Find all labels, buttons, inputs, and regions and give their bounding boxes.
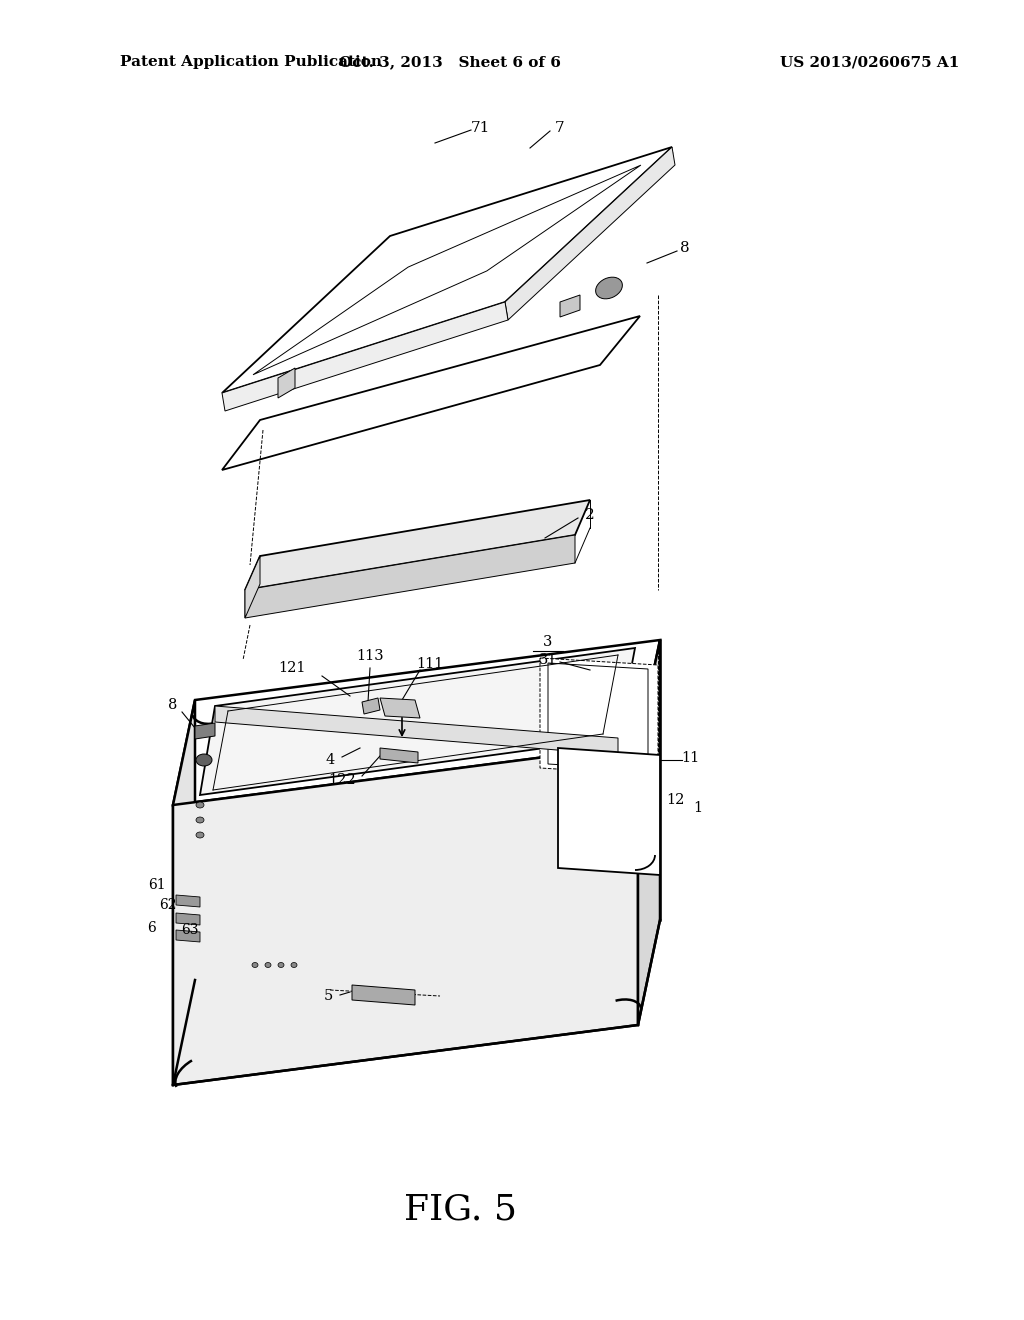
Text: 12: 12 (666, 793, 684, 807)
Polygon shape (222, 315, 640, 470)
Text: 1: 1 (693, 801, 702, 814)
Text: 111: 111 (417, 657, 443, 671)
Text: 8: 8 (168, 698, 178, 711)
Text: 122: 122 (328, 774, 355, 787)
Text: US 2013/0260675 A1: US 2013/0260675 A1 (780, 55, 959, 69)
Polygon shape (222, 302, 508, 411)
Polygon shape (195, 723, 215, 739)
Polygon shape (638, 640, 660, 1026)
Text: 8: 8 (680, 242, 690, 255)
Text: Oct. 3, 2013   Sheet 6 of 6: Oct. 3, 2013 Sheet 6 of 6 (339, 55, 561, 69)
Text: 62: 62 (160, 898, 177, 912)
Text: 61: 61 (148, 878, 166, 892)
Polygon shape (173, 640, 660, 805)
Polygon shape (176, 931, 200, 942)
Polygon shape (558, 748, 660, 875)
Polygon shape (222, 147, 672, 393)
Polygon shape (505, 147, 675, 319)
Polygon shape (380, 698, 420, 718)
Text: 4: 4 (326, 752, 335, 767)
Text: FIG. 5: FIG. 5 (403, 1193, 516, 1228)
Ellipse shape (196, 817, 204, 822)
Ellipse shape (265, 962, 271, 968)
Ellipse shape (252, 962, 258, 968)
Polygon shape (380, 748, 418, 763)
Polygon shape (560, 294, 580, 317)
Text: 3: 3 (544, 635, 553, 649)
Polygon shape (548, 663, 648, 770)
Ellipse shape (196, 803, 204, 808)
Polygon shape (540, 657, 658, 775)
Text: 63: 63 (181, 923, 199, 937)
Polygon shape (362, 698, 380, 714)
Polygon shape (173, 744, 638, 1085)
Text: 2: 2 (585, 508, 595, 521)
Polygon shape (173, 700, 195, 1085)
Polygon shape (176, 895, 200, 907)
Text: 7: 7 (555, 121, 565, 135)
Ellipse shape (196, 832, 204, 838)
Text: Patent Application Publication: Patent Application Publication (120, 55, 382, 69)
Ellipse shape (596, 277, 623, 298)
Polygon shape (245, 556, 260, 618)
Polygon shape (200, 648, 635, 795)
Polygon shape (176, 913, 200, 925)
Polygon shape (245, 535, 575, 618)
Ellipse shape (196, 754, 212, 766)
Ellipse shape (278, 962, 284, 968)
Polygon shape (278, 368, 295, 399)
Text: 71: 71 (470, 121, 489, 135)
Polygon shape (253, 165, 641, 375)
Text: 11: 11 (681, 751, 699, 766)
Text: 5: 5 (324, 989, 333, 1003)
Ellipse shape (291, 962, 297, 968)
Text: 6: 6 (147, 921, 157, 935)
Polygon shape (215, 706, 618, 755)
Polygon shape (245, 500, 590, 590)
Text: 121: 121 (279, 661, 306, 675)
Text: 113: 113 (356, 649, 384, 663)
Text: 31: 31 (539, 653, 557, 667)
Polygon shape (352, 985, 415, 1005)
